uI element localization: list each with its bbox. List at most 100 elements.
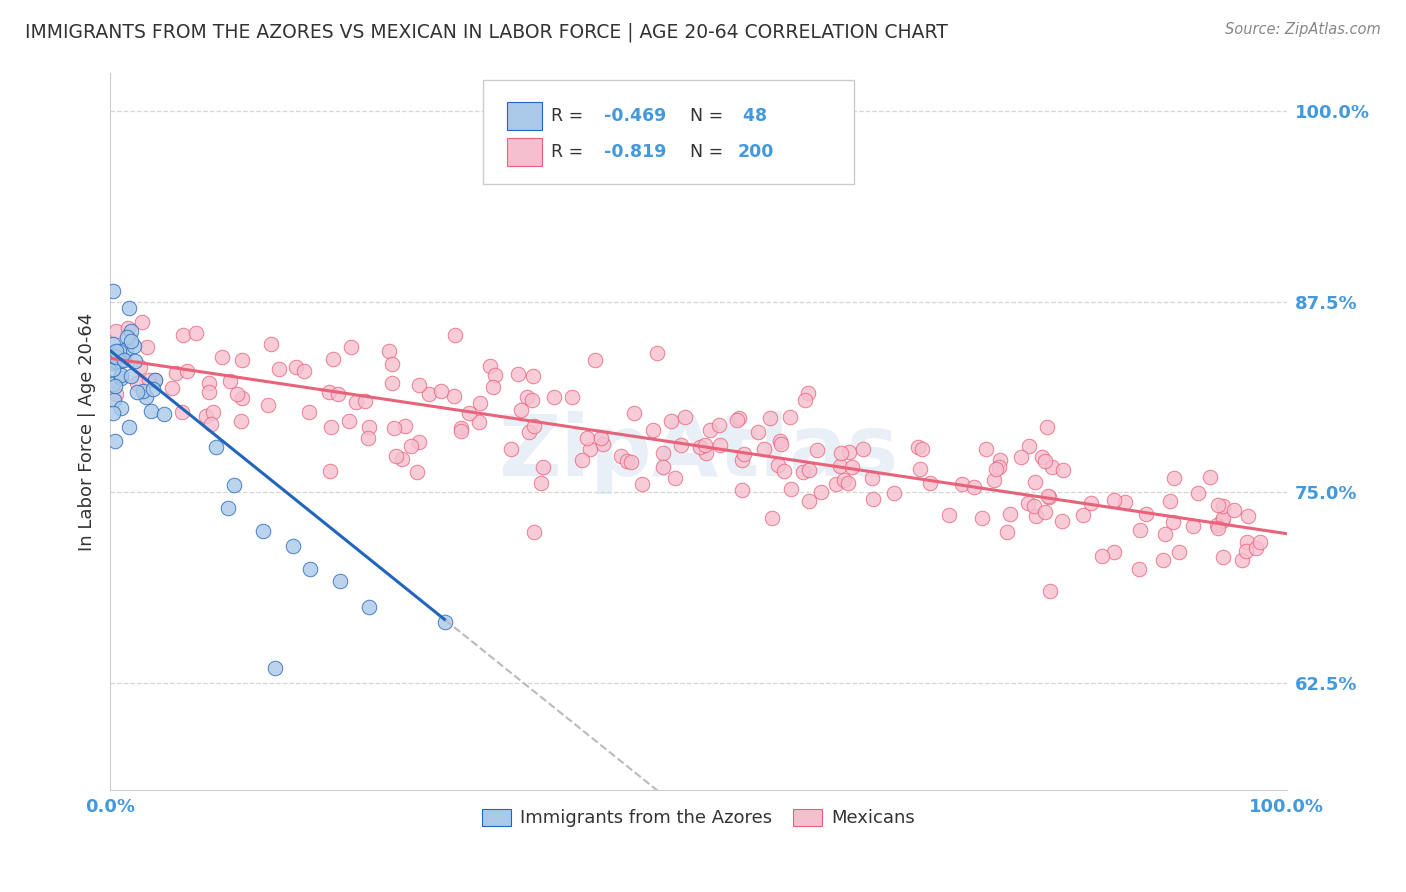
Point bbox=[1212, 550, 1234, 565]
Point bbox=[747, 425, 769, 439]
Point bbox=[1050, 514, 1073, 528]
Point bbox=[695, 446, 717, 460]
Point bbox=[770, 437, 793, 451]
Point bbox=[252, 524, 274, 538]
Point bbox=[357, 432, 380, 446]
Legend: Immigrants from the Azores, Mexicans: Immigrants from the Azores, Mexicans bbox=[474, 801, 922, 835]
Point bbox=[983, 473, 1005, 487]
Point bbox=[1031, 450, 1053, 465]
Point bbox=[200, 417, 222, 431]
Point bbox=[408, 378, 430, 392]
Point bbox=[401, 439, 423, 453]
Point bbox=[104, 434, 127, 449]
Point bbox=[430, 384, 453, 398]
Point bbox=[725, 413, 748, 427]
Point bbox=[143, 373, 166, 387]
Point bbox=[104, 387, 127, 401]
Point bbox=[766, 458, 789, 473]
Point bbox=[110, 401, 132, 416]
Point bbox=[575, 431, 598, 445]
Point bbox=[112, 352, 135, 367]
FancyBboxPatch shape bbox=[506, 137, 541, 166]
Point bbox=[112, 353, 135, 368]
Point bbox=[378, 344, 401, 359]
Text: -0.819: -0.819 bbox=[605, 143, 666, 161]
Point bbox=[319, 420, 342, 434]
Point bbox=[468, 415, 491, 429]
Point bbox=[709, 438, 731, 452]
Point bbox=[104, 379, 127, 393]
Point bbox=[1230, 553, 1253, 567]
Point bbox=[754, 442, 776, 456]
Point bbox=[384, 421, 406, 435]
Point bbox=[1236, 534, 1258, 549]
Point bbox=[172, 405, 194, 419]
Point bbox=[699, 423, 721, 437]
Point bbox=[610, 449, 633, 463]
Point bbox=[1211, 514, 1233, 528]
Point bbox=[643, 423, 665, 437]
Point bbox=[357, 599, 380, 614]
Point bbox=[832, 473, 855, 487]
Point bbox=[793, 392, 815, 407]
Point bbox=[104, 354, 127, 368]
Point bbox=[1038, 491, 1060, 505]
Point bbox=[516, 390, 538, 404]
Point bbox=[1071, 508, 1094, 522]
Point bbox=[730, 483, 752, 497]
Point bbox=[988, 453, 1011, 467]
Point bbox=[434, 615, 457, 629]
Point bbox=[773, 464, 796, 478]
Point bbox=[101, 344, 124, 359]
Point bbox=[630, 476, 652, 491]
Point bbox=[124, 353, 146, 368]
Point bbox=[1159, 493, 1181, 508]
Point bbox=[101, 336, 124, 351]
Point bbox=[908, 462, 931, 476]
Point bbox=[153, 407, 176, 421]
Point bbox=[479, 359, 502, 374]
Point bbox=[1080, 496, 1102, 510]
Point bbox=[391, 452, 413, 467]
Point bbox=[408, 434, 430, 449]
Point bbox=[1114, 495, 1136, 509]
Point bbox=[129, 360, 152, 375]
Point bbox=[211, 351, 233, 365]
Point bbox=[101, 346, 124, 360]
Point bbox=[728, 411, 751, 425]
Point bbox=[443, 389, 465, 403]
Text: R =: R = bbox=[551, 143, 589, 161]
Text: IMMIGRANTS FROM THE AZORES VS MEXICAN IN LABOR FORCE | AGE 20-64 CORRELATION CHA: IMMIGRANTS FROM THE AZORES VS MEXICAN IN… bbox=[25, 22, 948, 42]
Y-axis label: In Labor Force | Age 20-64: In Labor Force | Age 20-64 bbox=[79, 312, 96, 550]
FancyBboxPatch shape bbox=[506, 102, 541, 130]
Point bbox=[353, 393, 375, 408]
Point bbox=[883, 486, 905, 500]
Point bbox=[707, 417, 730, 432]
Point bbox=[127, 376, 149, 390]
Point bbox=[1222, 503, 1244, 517]
Text: ZipAtlas: ZipAtlas bbox=[498, 411, 898, 494]
Point bbox=[543, 390, 565, 404]
Point bbox=[105, 324, 128, 338]
Point bbox=[418, 387, 440, 401]
Point bbox=[1163, 471, 1185, 485]
Point bbox=[664, 471, 686, 485]
Point bbox=[531, 459, 554, 474]
Point bbox=[1208, 521, 1230, 535]
Point bbox=[101, 356, 124, 370]
Point bbox=[620, 455, 643, 469]
Point bbox=[1033, 454, 1056, 468]
Point bbox=[1102, 492, 1125, 507]
Point bbox=[1036, 420, 1059, 434]
Point bbox=[523, 418, 546, 433]
Point bbox=[517, 425, 540, 440]
Point bbox=[1039, 584, 1062, 599]
Point bbox=[652, 459, 675, 474]
Point bbox=[1091, 549, 1114, 563]
Point bbox=[110, 370, 132, 384]
Point bbox=[974, 442, 997, 456]
Point bbox=[120, 324, 142, 338]
Point bbox=[1182, 519, 1205, 533]
Point bbox=[779, 410, 801, 425]
Point bbox=[269, 361, 291, 376]
